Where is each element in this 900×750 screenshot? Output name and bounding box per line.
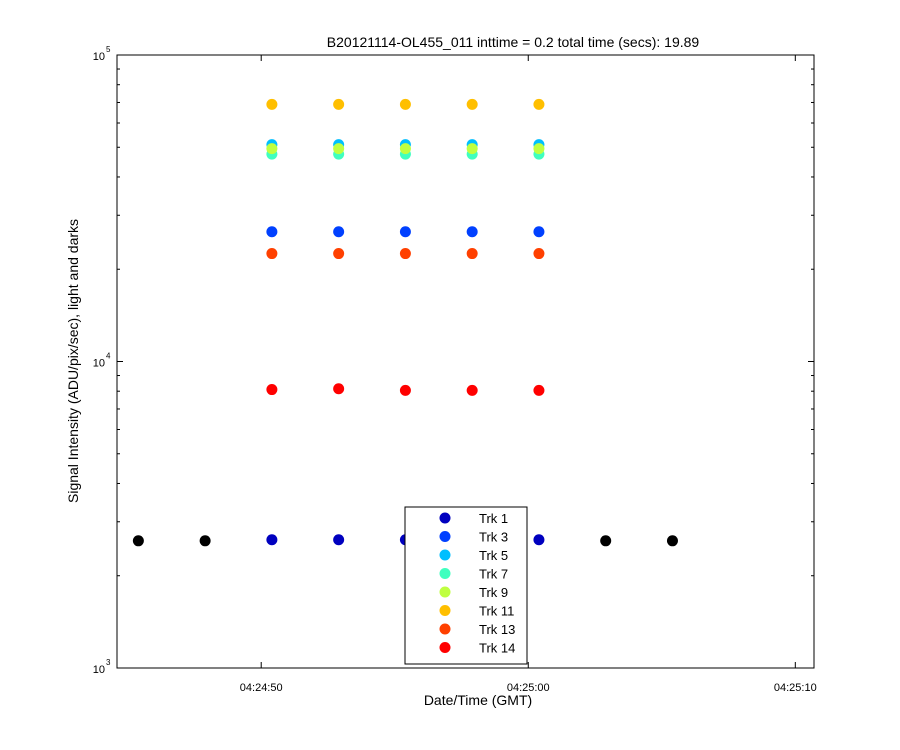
legend-marker: [439, 512, 451, 524]
legend-marker: [439, 586, 451, 598]
data-point: [333, 383, 345, 395]
y-tick-exponent: 4: [106, 352, 111, 361]
data-point: [266, 248, 278, 260]
data-point: [266, 226, 278, 238]
data-point: [199, 535, 211, 547]
data-point: [399, 226, 411, 238]
data-point: [266, 384, 278, 396]
data-point: [266, 534, 278, 546]
legend-label: Trk 14: [479, 641, 515, 656]
legend-label: Trk 13: [479, 622, 515, 637]
legend-marker: [439, 549, 451, 561]
legend-label: Trk 7: [479, 567, 508, 582]
y-tick-label: 10: [93, 664, 105, 676]
series-7: [266, 248, 545, 260]
data-point: [466, 226, 478, 238]
legend-label: Trk 9: [479, 585, 508, 600]
data-point: [533, 226, 545, 238]
y-tick-label: 10: [93, 358, 105, 370]
legend: Trk 1 Trk 3 Trk 5 Trk 7 Trk 9 Trk 11 Trk 13 Trk…: [404, 506, 528, 665]
legend-item: Trk 14: [439, 641, 515, 656]
y-tick-exponent: 3: [106, 658, 111, 667]
legend-marker: [439, 568, 451, 579]
legend-item: Trk 7: [439, 567, 508, 582]
legend-marker: [439, 531, 451, 542]
legend-marker: [439, 623, 451, 635]
legend-label: Trk 3: [479, 530, 508, 545]
y-tick-label: 10: [93, 51, 105, 63]
data-point: [533, 143, 545, 155]
series-8: [266, 383, 545, 396]
data-point: [333, 98, 345, 110]
data-point: [399, 384, 411, 396]
y-tick-exponent: 5: [106, 45, 111, 54]
y-axis-label: Signal Intensity (ADU/pix/sec), light an…: [65, 219, 81, 503]
x-axis-label: Date/Time (GMT): [424, 692, 532, 708]
data-point: [399, 98, 411, 110]
legend-item: Trk 9: [439, 585, 508, 600]
data-point: [466, 384, 478, 396]
legend-label: Trk 1: [479, 511, 508, 526]
data-point: [533, 248, 545, 260]
data-point: [333, 143, 345, 155]
data-point: [266, 143, 278, 155]
legend-item: Trk 5: [439, 548, 508, 563]
data-point: [600, 535, 612, 547]
chart-title: B20121114-OL455_011 inttime = 0.2 total …: [327, 34, 700, 50]
data-point: [533, 384, 545, 396]
data-point: [533, 534, 545, 546]
data-point: [266, 98, 278, 110]
legend-marker: [439, 642, 451, 653]
legend-item: Trk 3: [439, 530, 508, 545]
series-2: [266, 226, 545, 238]
legend-item: Trk 11: [439, 604, 514, 619]
data-point: [399, 143, 411, 155]
data-point: [466, 248, 478, 260]
data-point: [132, 535, 144, 547]
series-6: [266, 98, 545, 110]
legend-item: Trk 1: [439, 511, 508, 526]
legend-item: Trk 13: [439, 622, 515, 637]
x-tick-label: 04:25:10: [774, 682, 817, 694]
legend-marker: [439, 605, 451, 616]
data-point: [466, 98, 478, 110]
series-5: [266, 143, 545, 155]
data-point: [466, 143, 478, 155]
data-point: [666, 535, 678, 547]
x-tick-label: 04:24:50: [240, 682, 283, 694]
x-tick-label: 04:25:00: [507, 682, 550, 694]
series-9: [132, 535, 678, 547]
data-point: [533, 98, 545, 110]
legend-box: [404, 506, 528, 665]
data-point: [333, 226, 345, 238]
legend-label: Trk 11: [479, 604, 514, 619]
data-point: [399, 248, 411, 260]
legend-label: Trk 5: [479, 548, 508, 563]
data-point: [333, 248, 345, 260]
data-point: [333, 534, 345, 546]
